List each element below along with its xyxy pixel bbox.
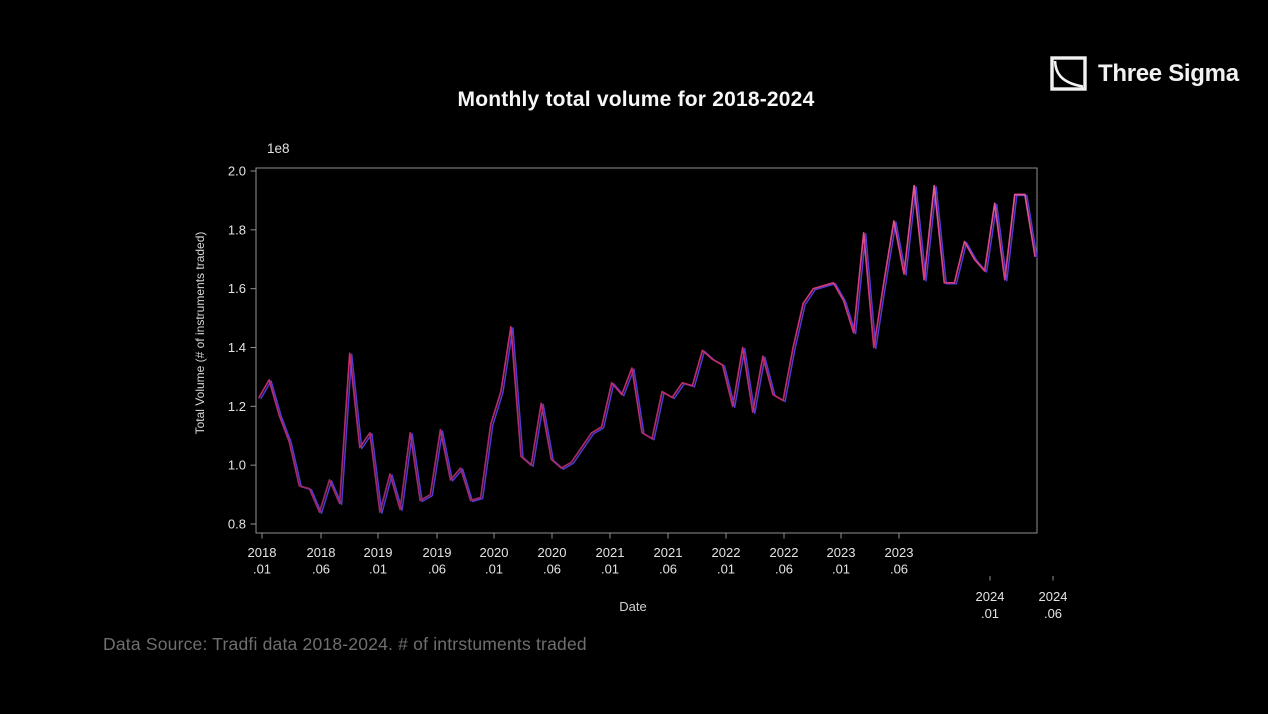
x-tick-label-year: 2021 (596, 545, 625, 560)
x-tick-label-month: .06 (775, 562, 793, 577)
x-tick-label-year: 2023 (885, 545, 914, 560)
x-tick-label-month: .01 (717, 562, 735, 577)
x-tick-label-month: .01 (253, 562, 271, 577)
y-tick-label: 1.2 (228, 399, 246, 414)
volume-line-shadow (260, 185, 1038, 514)
three-sigma-logo-icon (1050, 56, 1087, 91)
three-sigma-logo: Three Sigma (1050, 56, 1239, 91)
data-source-note: Data Source: Tradfi data 2018-2024. # of… (103, 634, 587, 654)
y-tick-label: 0.8 (228, 517, 246, 532)
plot-area-frame (255, 167, 1038, 534)
x-tick-label-month: .06 (659, 562, 677, 577)
x-axis-label: Date (619, 599, 646, 614)
x-tick-label-year: 2018 (307, 545, 336, 560)
x-tick-label-year: 2024 (976, 589, 1005, 604)
x-tick-label-year: 2019 (423, 545, 452, 560)
x-tick-label-year: 2018 (248, 545, 277, 560)
y-axis-ticks: 0.8 1.0 1.2 1.4 1.6 1.8 2.0 (228, 164, 256, 532)
x-tick-label-month: .01 (485, 562, 503, 577)
x-tick-label-year: 2020 (480, 545, 509, 560)
x-tick-label-month: .06 (428, 562, 446, 577)
x-tick-label-month: .01 (601, 562, 619, 577)
y-tick-label: 1.4 (228, 340, 246, 355)
x-tick-label-month: .01 (369, 562, 387, 577)
y-tick-label: 2.0 (228, 164, 246, 179)
x-tick-label-year: 2019 (364, 545, 393, 560)
y-axis-scale-label: 1e8 (267, 141, 290, 156)
x-tick-label-year: 2022 (770, 545, 799, 560)
volume-line (258, 184, 1036, 514)
y-tick-label: 1.0 (228, 458, 246, 473)
x-tick-label-year: 2023 (827, 545, 856, 560)
x-tick-label-month: .01 (832, 562, 850, 577)
x-tick-label-month: .06 (1044, 606, 1062, 621)
x-tick-label-month: .06 (890, 562, 908, 577)
x-tick-label-year: 2024 (1039, 589, 1068, 604)
x-tick-label-year: 2022 (712, 545, 741, 560)
x-tick-label-year: 2021 (654, 545, 683, 560)
y-axis-label: Total Volume (# of instruments traded) (193, 232, 207, 435)
y-tick-label: 1.6 (228, 281, 246, 296)
x-axis-ticks: 2018 .01 2018 .06 2019 .01 2019 .06 2020 .01 2020.… (248, 533, 1068, 621)
three-sigma-logo-text: Three Sigma (1098, 59, 1239, 87)
x-tick-label-year: 2020 (538, 545, 567, 560)
y-tick-label: 1.8 (228, 222, 246, 237)
x-tick-label-month: .01 (981, 606, 999, 621)
x-tick-label-month: .06 (543, 562, 561, 577)
chart-title: Monthly total volume for 2018-2024 (457, 88, 815, 111)
x-tick-label-month: .06 (312, 562, 330, 577)
